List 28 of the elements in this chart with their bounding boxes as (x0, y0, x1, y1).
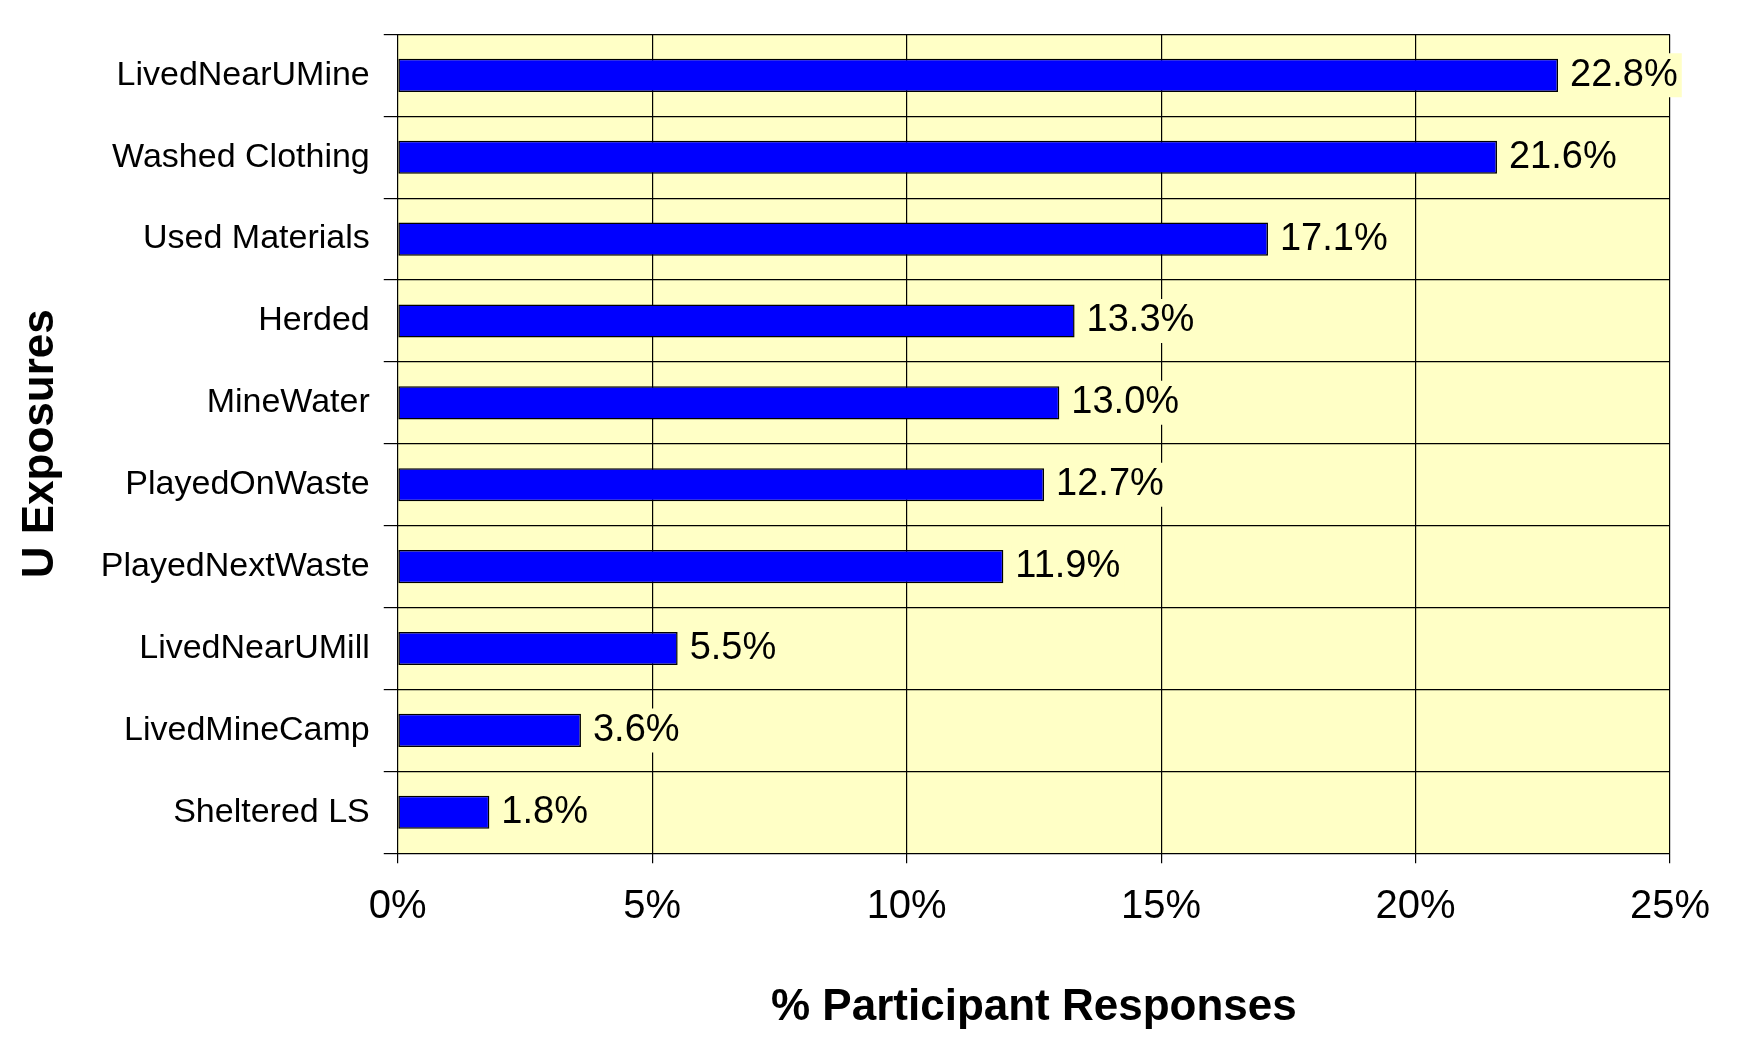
data-label: 1.8% (501, 788, 588, 831)
x-tick-label: 15% (1121, 882, 1202, 927)
x-tick-label: 25% (1629, 882, 1711, 927)
y-tick-label: Used Materials (143, 217, 370, 256)
y-tick-label: Herded (258, 299, 370, 338)
x-tick-label: 10% (866, 882, 947, 927)
y-tick-label: Sheltered LS (173, 790, 370, 829)
x-tick-label: 0% (368, 882, 427, 927)
data-label: 21.6% (1508, 133, 1617, 176)
x-tick-label: 5% (623, 882, 682, 927)
y-tick-label: LivedNearUMine (116, 53, 370, 92)
y-tick-label: LivedMineCamp (124, 708, 370, 747)
data-label: 12.7% (1056, 461, 1164, 504)
data-label: 11.9% (1015, 543, 1121, 586)
x-axis-title: % Participant Responses (771, 979, 1297, 1029)
data-label: 22.8% (1570, 51, 1678, 94)
x-tick-label: 20% (1375, 882, 1456, 927)
data-label: 3.6% (592, 706, 680, 749)
data-label: 13.3% (1086, 297, 1195, 340)
data-label: 17.1% (1279, 215, 1388, 258)
data-label: 13.0% (1071, 379, 1180, 422)
y-tick-label: MineWater (206, 381, 370, 420)
y-tick-label: PlayedOnWaste (125, 463, 370, 502)
y-axis-title: U Exposures (12, 309, 62, 579)
data-label: 5.5% (689, 624, 777, 667)
y-tick-label: Washed Clothing (112, 135, 370, 174)
y-tick-label: PlayedNextWaste (100, 544, 370, 583)
y-tick-label: LivedNearUMill (139, 626, 370, 665)
